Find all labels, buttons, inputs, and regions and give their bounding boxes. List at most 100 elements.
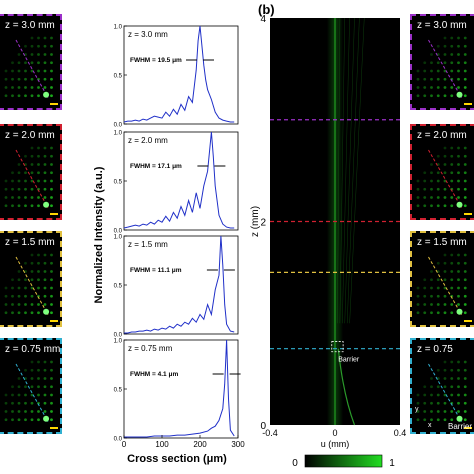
left-thumbnail-2-speckle <box>43 253 47 257</box>
right-thumbnail-0-speckle <box>436 61 440 65</box>
right-thumbnail-3-speckle <box>430 401 433 405</box>
subplot-2-series <box>124 235 235 334</box>
subplot-2-fwhm: FWHM = 11.1 μm <box>130 267 182 274</box>
left-thumbnail-3-speckle <box>37 360 40 364</box>
left-thumbnail-1-speckle <box>37 163 40 166</box>
left-thumbnail-2-speckle <box>11 311 14 315</box>
left-thumbnail-3-speckle <box>50 368 53 372</box>
right-thumbnail-1-speckle <box>463 179 467 183</box>
left-thumbnail-1-speckle <box>50 146 53 150</box>
right-thumbnail-0-speckle <box>463 36 467 40</box>
left-thumbnail-3-speckle <box>43 368 47 372</box>
right-thumbnail-3-speckle <box>423 410 427 413</box>
subplot-2-label: z = 1.5 mm <box>128 240 168 249</box>
left-thumbnail-2-speckle <box>50 261 53 265</box>
left-thumbnail-3-speckle <box>4 410 8 413</box>
subplot-3-series <box>124 339 235 438</box>
left-thumbnail-1-speckle <box>4 179 8 183</box>
right-thumbnail-2-speckle <box>430 303 433 306</box>
left-thumbnail-3-diagonal <box>15 363 49 422</box>
left-thumbnail-3-speckle <box>50 418 53 422</box>
subplot-1-ytick-label: 0.0 <box>114 229 123 235</box>
right-thumbnail-3-speckle <box>443 410 447 413</box>
left-thumbnail-1-speckle <box>43 179 47 183</box>
right-thumbnail-3-focus <box>456 415 463 422</box>
left-thumbnail-2-speckle <box>4 311 8 315</box>
right-thumbnail-2-speckle <box>450 278 454 282</box>
left-thumbnail-1-speckle <box>43 196 47 199</box>
right-thumbnail-1-speckle <box>436 154 440 158</box>
left-thumbnail-3-speckle <box>17 393 21 397</box>
right-thumbnail-1-speckle <box>436 196 440 199</box>
left-thumbnail-3-speckle <box>24 368 27 372</box>
right-thumbnail-0-speckle <box>450 44 454 48</box>
left-thumbnail-2-speckle <box>43 303 47 306</box>
right-thumbnail-3-speckle <box>457 377 460 380</box>
heatmap-fringe <box>344 17 355 324</box>
right-thumbnail-3-speckle <box>457 360 460 364</box>
colorbar-max-label: 1 <box>389 458 395 469</box>
right-thumbnail-3-speckle <box>450 360 454 364</box>
right-thumbnail-0-speckle <box>423 69 427 73</box>
right-thumbnail-1-speckle <box>457 196 460 199</box>
left-thumbnail-2-speckle <box>24 278 27 282</box>
right-thumbnail-3-speckle <box>443 393 447 397</box>
right-thumbnail-2-speckle <box>423 294 427 298</box>
right-thumbnail-1-speckle <box>450 171 454 175</box>
right-thumbnail-3-speckle <box>463 368 467 372</box>
right-thumbnail-2-speckle <box>463 253 467 257</box>
left-thumbnail-1-image <box>4 146 58 215</box>
heatmap-x-axis-title: u (mm) <box>321 439 350 449</box>
left-thumbnail-3-speckle <box>30 418 34 422</box>
left-thumbnail-1-speckle <box>37 146 40 150</box>
right-thumbnail-0-speckle <box>443 86 447 89</box>
right-thumbnail-3-speckle <box>463 418 467 422</box>
left-thumbnail-3-speckle <box>24 410 27 413</box>
right-thumbnail-0-speckle <box>443 94 447 98</box>
xtick-label: 200 <box>193 440 207 449</box>
left-thumbnail-2-speckle <box>50 270 53 273</box>
left-thumbnail-2-speckle <box>37 278 40 282</box>
left-thumbnail-2-speckle <box>43 278 47 282</box>
left-thumbnail-1-speckle <box>11 171 14 175</box>
heatmap-barrier-label: Barrier <box>338 357 360 364</box>
right-thumbnail-2-speckle <box>443 270 447 273</box>
subplot-1-series <box>123 131 235 229</box>
right-thumbnail-2-speckle <box>436 278 440 282</box>
left-thumbnail-2-speckle <box>17 270 21 273</box>
left-thumbnail-0-speckle <box>37 69 40 73</box>
right-thumbnail-0-speckle <box>463 44 467 48</box>
right-thumbnail-0-speckle <box>443 44 447 48</box>
right-thumbnail-2-speckle <box>457 270 460 273</box>
right-thumbnail-0-speckle <box>450 61 454 65</box>
left-thumbnail-1-speckle <box>43 146 47 150</box>
left-thumbnail-3-speckle <box>4 393 8 397</box>
left-thumbnail-1-speckle <box>24 154 27 158</box>
left-thumbnail-0-speckle <box>11 69 14 73</box>
left-thumbnail-2-speckle <box>37 270 40 273</box>
right-thumbnail-1-speckle <box>430 171 433 175</box>
right-thumbnail-3-speckle <box>443 360 447 364</box>
right-thumbnail-0-speckle <box>450 36 454 40</box>
left-thumbnail-2-speckle <box>17 294 21 298</box>
left-thumbnail-3-speckle <box>43 360 47 364</box>
right-thumbnail-2-speckle <box>430 294 433 298</box>
right-thumbnail-3-speckle <box>430 385 433 389</box>
right-thumbnail-0-speckle <box>457 77 460 81</box>
left-thumbnail-2-speckle <box>43 261 47 265</box>
right-thumbnail-0-speckle <box>450 94 454 98</box>
subplot-2-frame <box>123 235 239 335</box>
right-thumbnail-2-speckle <box>416 311 420 315</box>
left-thumbnail-3-speckle <box>37 377 40 380</box>
heatmap-ytick-label: 4 <box>260 14 266 25</box>
right-thumbnail-2-speckle <box>463 311 467 315</box>
right-thumbnail-1-speckle <box>423 196 427 199</box>
right-thumbnail-3-speckle <box>450 377 454 380</box>
right-thumbnail-3-speckle <box>450 410 454 413</box>
subplot-3-ytick-label: 1.0 <box>114 339 123 345</box>
left-thumbnail-1-speckle <box>17 171 21 175</box>
left-thumbnail-1-speckle <box>17 204 21 208</box>
right-thumbnail-0-speckle <box>457 36 460 40</box>
left-thumbnail-1-speckle <box>24 187 27 191</box>
right-thumbnail-3-barrier-label: Barrier <box>448 422 473 431</box>
